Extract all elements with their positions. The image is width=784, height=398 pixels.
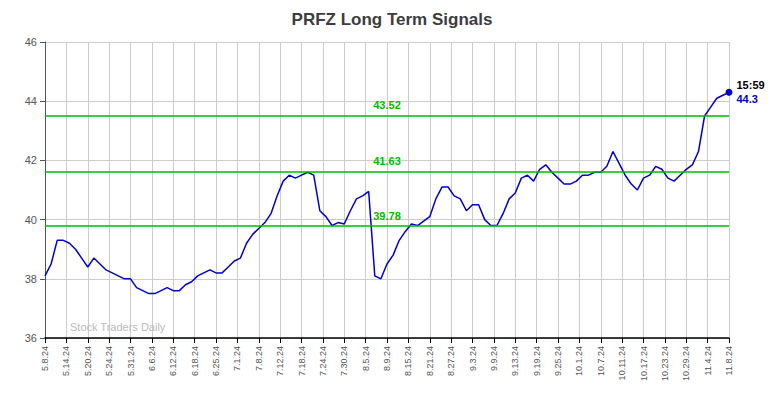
svg-text:36: 36 — [25, 332, 37, 344]
svg-text:5.20.24: 5.20.24 — [83, 346, 93, 376]
svg-text:38: 38 — [25, 273, 37, 285]
svg-text:9.19.24: 9.19.24 — [532, 346, 542, 376]
svg-text:9.3.24: 9.3.24 — [468, 346, 478, 371]
svg-text:8.5.24: 8.5.24 — [361, 346, 371, 371]
svg-text:6.12.24: 6.12.24 — [168, 346, 178, 376]
svg-text:7.30.24: 7.30.24 — [339, 346, 349, 376]
svg-text:8.21.24: 8.21.24 — [425, 346, 435, 376]
svg-text:8.9.24: 8.9.24 — [382, 346, 392, 371]
svg-text:10.29.24: 10.29.24 — [681, 346, 691, 381]
svg-text:46: 46 — [25, 36, 37, 48]
svg-text:42: 42 — [25, 154, 37, 166]
svg-text:5.8.24: 5.8.24 — [40, 346, 50, 371]
svg-text:44.3: 44.3 — [737, 93, 758, 105]
svg-text:11.4.24: 11.4.24 — [703, 346, 713, 375]
svg-text:40: 40 — [25, 214, 37, 226]
svg-text:10.1.24: 10.1.24 — [574, 346, 584, 376]
svg-text:10.17.24: 10.17.24 — [639, 346, 649, 381]
svg-text:9.13.24: 9.13.24 — [510, 346, 520, 376]
svg-text:39.78: 39.78 — [373, 210, 401, 222]
svg-text:11.8.24: 11.8.24 — [724, 346, 734, 375]
svg-text:44: 44 — [25, 95, 37, 107]
svg-text:7.8.24: 7.8.24 — [254, 346, 264, 371]
svg-text:8.15.24: 8.15.24 — [403, 346, 413, 376]
svg-text:43.52: 43.52 — [373, 99, 401, 111]
svg-text:41.63: 41.63 — [373, 155, 401, 167]
svg-text:6.25.24: 6.25.24 — [211, 346, 221, 376]
svg-text:9.25.24: 9.25.24 — [553, 346, 563, 376]
svg-text:PRFZ Long Term Signals: PRFZ Long Term Signals — [292, 10, 493, 29]
svg-text:10.7.24: 10.7.24 — [596, 346, 606, 376]
svg-text:6.18.24: 6.18.24 — [190, 346, 200, 376]
svg-text:7.1.24: 7.1.24 — [232, 346, 242, 371]
svg-text:7.18.24: 7.18.24 — [297, 346, 307, 376]
svg-text:10.23.24: 10.23.24 — [660, 346, 670, 381]
svg-text:15:59: 15:59 — [737, 79, 765, 91]
svg-text:7.12.24: 7.12.24 — [275, 346, 285, 376]
svg-text:5.31.24: 5.31.24 — [126, 346, 136, 376]
svg-text:Stock Traders Daily: Stock Traders Daily — [70, 321, 166, 333]
svg-text:7.24.24: 7.24.24 — [318, 346, 328, 376]
svg-text:9.9.24: 9.9.24 — [489, 346, 499, 371]
svg-text:5.24.24: 5.24.24 — [104, 346, 114, 376]
svg-text:5.14.24: 5.14.24 — [61, 346, 71, 376]
svg-text:10.11.24: 10.11.24 — [617, 346, 627, 380]
svg-text:6.6.24: 6.6.24 — [147, 346, 157, 371]
svg-text:8.27.24: 8.27.24 — [446, 346, 456, 376]
